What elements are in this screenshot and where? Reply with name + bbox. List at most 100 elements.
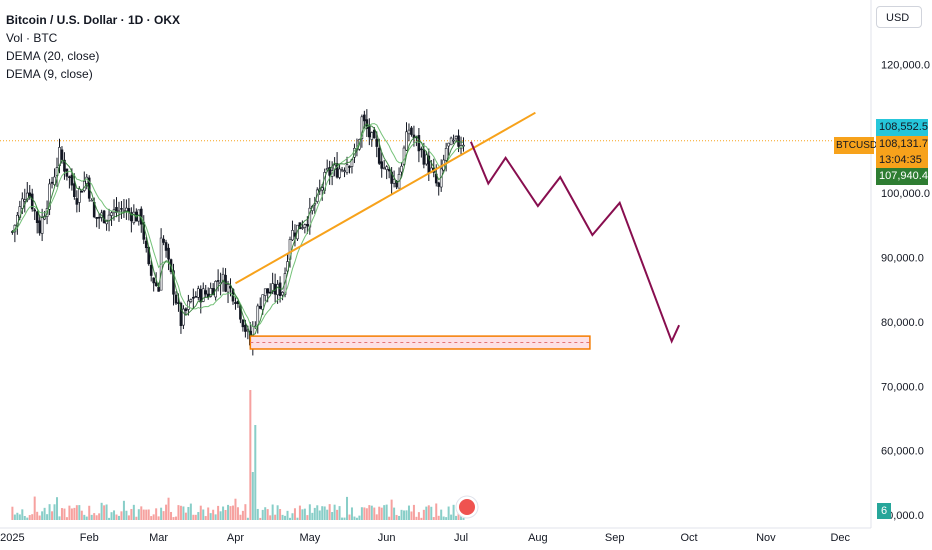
volume-bar [98,513,101,520]
ascending-trendline [234,111,536,285]
volume-bar [264,507,267,520]
volume-bar [254,425,257,520]
candle-body [402,147,406,165]
candle-body [263,288,267,296]
candle-body [189,299,193,302]
volume-bar [462,517,465,520]
volume-bar [415,516,418,520]
volume-bar [326,509,329,520]
candle-body [370,132,374,140]
candle-body [360,116,364,139]
x-tick-label: 2025 [0,532,24,544]
volume-bar [85,516,88,520]
candle-body [50,181,54,184]
low-price-tag: 107,940.4 [876,168,928,185]
volume-bar [184,512,187,520]
volume-bar [291,513,294,520]
volume-bar [152,514,155,520]
volume-bar [11,506,14,520]
volume-bar [281,514,284,520]
volume-bar [393,507,396,520]
candle-body [164,242,168,251]
candle-body [234,302,237,304]
dema20-indicator-label[interactable]: DEMA (20, close) [6,49,100,63]
event-flag-dot-icon [459,499,475,515]
candle-body [422,149,426,165]
volume-bar [422,509,425,520]
candle-body [338,168,341,178]
volume-bar [323,506,326,520]
volume-bar [435,503,438,520]
volume-bar [276,505,279,520]
candle-body [33,209,37,212]
candle-body [266,288,269,294]
volume-bar [110,512,113,520]
volume-bar [338,506,341,520]
volume-bar [48,504,51,520]
volume-bar [343,517,346,520]
volume-bar [229,506,232,520]
volume-bar [269,515,272,520]
candle-body [80,190,84,193]
candle-body [291,230,294,241]
volume-bar [321,506,324,520]
volume-bar [259,517,262,520]
candle-body [157,286,160,292]
candle-body [410,127,413,135]
volume-bar [103,505,106,520]
candle-body [90,199,94,202]
candle-body [340,169,344,172]
volume-bar [56,497,59,520]
volume-bar [360,507,363,520]
candle-body [75,198,79,205]
candle-body [375,138,379,147]
volume-bar [432,517,435,520]
dema9-indicator-label[interactable]: DEMA (9, close) [6,67,93,81]
candle-body [53,176,56,185]
volume-bar [194,514,197,520]
volume-bar [341,517,344,520]
volume-bar [145,509,148,520]
candle-body [95,216,98,219]
currency-button[interactable]: USD [876,6,922,28]
candle-body [216,280,220,282]
volume-bar [445,517,448,520]
volume-bar [234,498,237,520]
candle-body [256,305,260,326]
candle-body [372,129,376,139]
volume-bar [13,514,16,520]
x-tick-label: Sep [605,532,625,544]
candle-body [73,183,76,197]
volume-bar [46,514,49,520]
volume-bar [403,510,406,520]
volume-bar [249,390,252,520]
x-tick-label: Aug [528,532,548,544]
volume-bar [405,510,408,520]
volume-bar [412,504,415,520]
volume-bar [303,508,306,520]
volume-bar [266,509,269,520]
candle-body [152,277,155,284]
x-tick-label: Mar [149,532,168,544]
candle-body [382,167,386,170]
volume-bar [21,509,24,520]
candle-body [377,147,381,164]
volume-bar [380,507,383,520]
volume-bar [336,509,339,520]
candle-body [261,294,265,310]
volume-bar [368,505,371,520]
volume-bar [140,506,143,520]
volume-bar [293,508,296,520]
volume-indicator-label[interactable]: Vol · BTC [6,31,58,45]
candle-body [320,187,324,191]
candle-body [60,149,64,160]
volume-bar [217,505,220,520]
candle-body [447,142,450,147]
candle-body [258,305,262,309]
volume-bar [425,506,428,520]
candle-body [149,264,153,276]
candle-body [241,319,245,328]
volume-bar [236,507,239,520]
candle-body [268,291,272,294]
